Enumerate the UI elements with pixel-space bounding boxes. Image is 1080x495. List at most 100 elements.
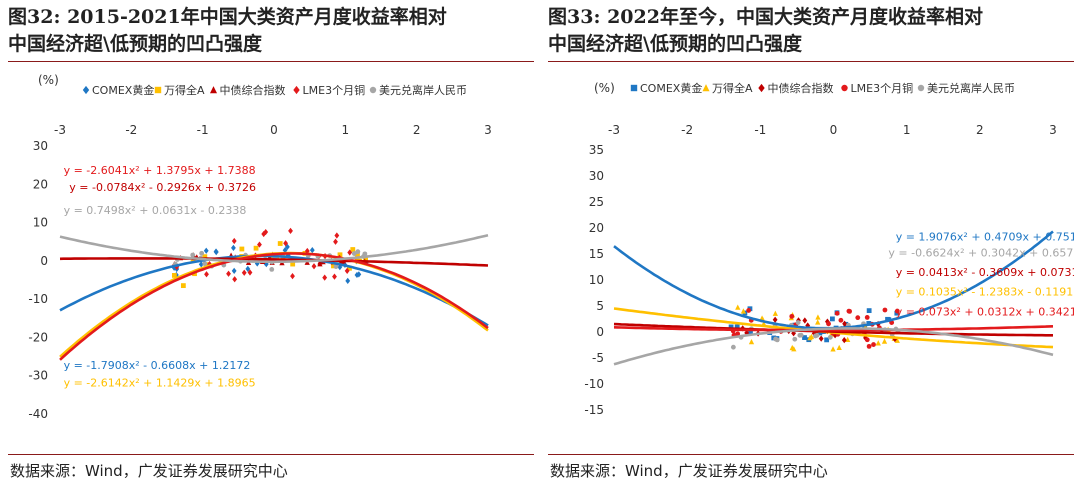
source-note: 数据来源：Wind，广发证券发展研究中心 [550,462,828,480]
data-point [190,252,196,258]
legend-label: 中债综合指数 [768,81,834,95]
y-tick-label: 20 [33,177,48,191]
chart-panel-left: 图32: 2015-2021年中国大类资产月度收益率相对 中国经济超\低预期的凹… [8,0,534,495]
data-point [269,267,275,272]
legend-label: 万得全A [164,83,205,97]
data-point [332,273,337,280]
data-point [772,310,778,316]
data-point [797,332,803,338]
data-point [231,267,237,274]
data-point [795,320,801,325]
trend-line [613,327,1054,366]
data-point [748,339,755,345]
data-point [871,342,876,347]
trend-equation: y = 0.0413x² - 0.3609x + 0.0731 [896,266,1074,279]
legend-item: 中债综合指数 [758,81,834,95]
trend-equation: y = -1.7908x² - 0.6608x + 1.2172 [64,359,251,372]
data-point [254,260,260,267]
legend-item: 美元兑离岸人民币 [917,81,1015,95]
y-tick-label: 15 [589,247,604,261]
x-tick-label: 1 [903,123,911,137]
trend-equation: y = 1.9076x² + 0.4709x + 0.751 [896,230,1074,243]
legend-item: 万得全A [154,83,205,97]
data-point [830,316,835,322]
data-point [866,343,872,349]
data-point [789,313,795,319]
x-tick-label: -2 [681,123,693,137]
x-tick-label: -2 [125,123,137,137]
data-point [759,315,765,321]
legend-item: COMEX黄金 [82,83,154,97]
trend-equation: y = 0.073x² + 0.0312x + 0.3421 [896,305,1074,318]
data-point [257,241,262,248]
data-point [350,247,356,252]
figure-title-line1: 图32: 2015-2021年中国大类资产月度收益率相对 [8,6,447,28]
trend-equation: y = 0.7498x² + 0.0631x - 0.2338 [64,204,247,217]
trend-equation: y = -0.6624x² + 0.3042x + 0.6572 [888,247,1074,260]
x-tick-label: 3 [1049,123,1057,137]
x-tick-label: 2 [976,123,984,137]
data-point [277,241,283,246]
data-point [204,271,209,278]
title-rule [548,61,1074,62]
y-tick-label: -30 [28,369,48,383]
data-point [180,283,186,289]
data-point [333,238,338,245]
data-point [347,249,353,256]
legend-item: LME3个月铜 [841,81,913,95]
x-tick-label: -3 [608,123,620,137]
y-tick-label: 25 [589,195,604,209]
legend-marker [841,84,848,92]
data-point [283,240,289,247]
data-point [363,255,368,261]
data-point [333,264,339,270]
trend-line [59,257,489,267]
data-point [322,274,328,281]
data-point [789,344,795,351]
data-point [845,336,851,343]
legend-label: LME3个月铜 [851,81,914,95]
data-point [174,263,180,270]
data-point [885,316,890,322]
trend-line [613,325,1054,332]
figure-title: 图32: 2015-2021年中国大类资产月度收益率相对 中国经济超\低预期的凹… [8,4,534,58]
data-point [842,320,847,327]
data-point [818,335,824,342]
legend-label: COMEX黄金 [640,81,702,95]
legend-marker [293,85,300,95]
data-point [802,335,807,340]
data-point [836,344,842,350]
data-point [288,227,293,234]
y-tick-label: 20 [589,221,604,235]
legend-label: 美元兑离岸人民币 [379,83,467,97]
data-point [311,263,317,270]
data-point [882,307,888,313]
x-tick-label: 2 [413,123,421,137]
x-tick-label: 3 [484,123,492,137]
data-point [190,258,196,263]
y-tick-label: -15 [584,403,604,417]
legend-marker [758,83,765,93]
data-point [864,337,870,343]
source-note: 数据来源：Wind，广发证券发展研究中心 [10,462,288,480]
data-point [734,324,740,330]
data-point [841,336,847,344]
trend-equation: y = 0.1035x² - 1.2383x - 0.1191 [896,286,1074,299]
x-tick-label: 1 [342,123,350,137]
data-point [834,310,840,316]
chart-panel-right: 图33: 2022年至今，中国大类资产月度收益率相对 中国经济超\低预期的凹凸强… [548,0,1074,495]
figure-title-line1: 图33: 2022年至今，中国大类资产月度收益率相对 [548,6,983,28]
data-point [881,338,888,344]
data-point [826,321,831,327]
data-point [290,261,296,267]
data-point [728,324,734,330]
figure-title: 图33: 2022年至今，中国大类资产月度收益率相对 中国经济超\低预期的凹凸强… [548,4,1074,58]
y-tick-label: 5 [596,299,604,313]
y-tick-label: -20 [28,330,48,344]
legend-item: 中债综合指数 [209,83,286,97]
data-point [344,267,350,274]
x-tick-label: 0 [270,123,278,137]
data-point [337,264,343,271]
data-point [202,254,208,260]
y-tick-label: -10 [28,292,48,306]
